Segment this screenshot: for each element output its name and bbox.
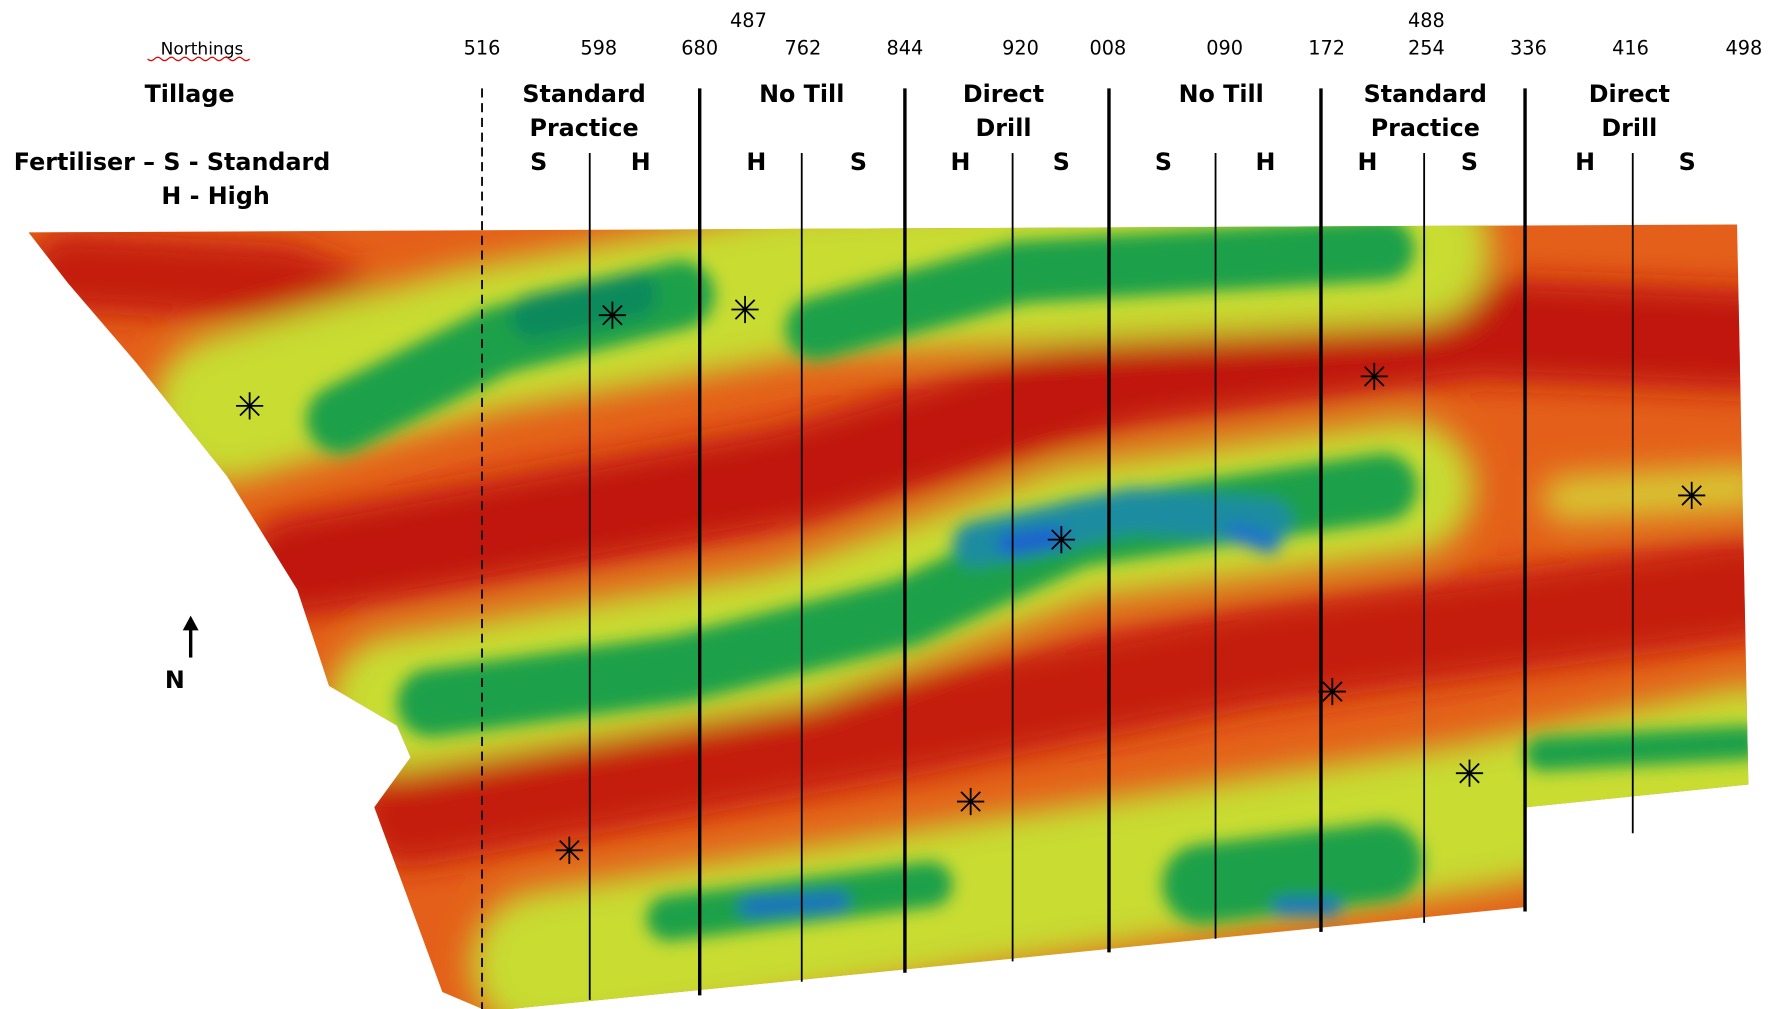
fertiliser-code: S [1155,148,1172,176]
northing-label: 762 [784,36,821,59]
fertiliser-code: S [1461,148,1478,176]
tillage-label: Tillage [145,80,235,108]
tillage-block: Direct [1589,80,1670,108]
sample-point [731,296,758,323]
tillage-block: Direct [963,80,1044,108]
fertiliser-label: H - High [161,182,269,210]
northing-label: 598 [580,36,617,59]
north-arrow: N [165,616,199,695]
fertiliser-label: Fertiliser – S - Standard [14,148,330,176]
sample-point [556,837,583,864]
tillage-block: No Till [759,80,844,108]
tillage-block: Practice [530,114,639,142]
northing-label: 336 [1510,36,1547,59]
fertiliser-code: H [1255,148,1275,176]
sample-point [1048,526,1075,553]
tillage-block: Drill [976,114,1032,142]
northing-label: 844 [887,36,924,59]
compass-label: N [165,666,185,694]
tillage-block: Drill [1601,114,1657,142]
fertiliser-code: H [746,148,766,176]
fertiliser-code: H [631,148,651,176]
northing-prefix: 487 [730,9,767,32]
fertiliser-code: S [850,148,867,176]
fertiliser-code: H [1357,148,1377,176]
tillage-block: Standard [1364,80,1487,108]
tillage-block: Standard [522,80,645,108]
northing-label: 516 [464,36,501,59]
sample-point [957,788,984,815]
sample-point [1361,363,1388,390]
fertiliser-code: H [1575,148,1595,176]
fertiliser-code: S [1679,148,1696,176]
tillage-block: Practice [1371,114,1480,142]
northing-label: 920 [1002,36,1039,59]
fertiliser-code: H [950,148,970,176]
northing-label: 172 [1308,36,1345,59]
northing-label: 254 [1408,36,1445,59]
northing-label: 680 [681,36,718,59]
tillage-block: No Till [1179,80,1264,108]
northings-label: Northings [161,39,244,59]
northing-prefix: 488 [1408,9,1445,32]
yield-surface [0,170,1769,1009]
fertiliser-code: S [530,148,547,176]
field-map: N Northings 487 488 516 598 680 762 844 920 00… [0,0,1769,1009]
sample-point [1678,482,1705,509]
sample-point [1456,760,1483,787]
sample-point [236,392,263,419]
sample-point [1319,678,1346,705]
sample-point [599,302,626,329]
northing-label: 008 [1089,36,1126,59]
northing-label: 090 [1206,36,1243,59]
northing-label: 498 [1725,36,1762,59]
fertiliser-code: S [1053,148,1070,176]
northing-label: 416 [1612,36,1649,59]
